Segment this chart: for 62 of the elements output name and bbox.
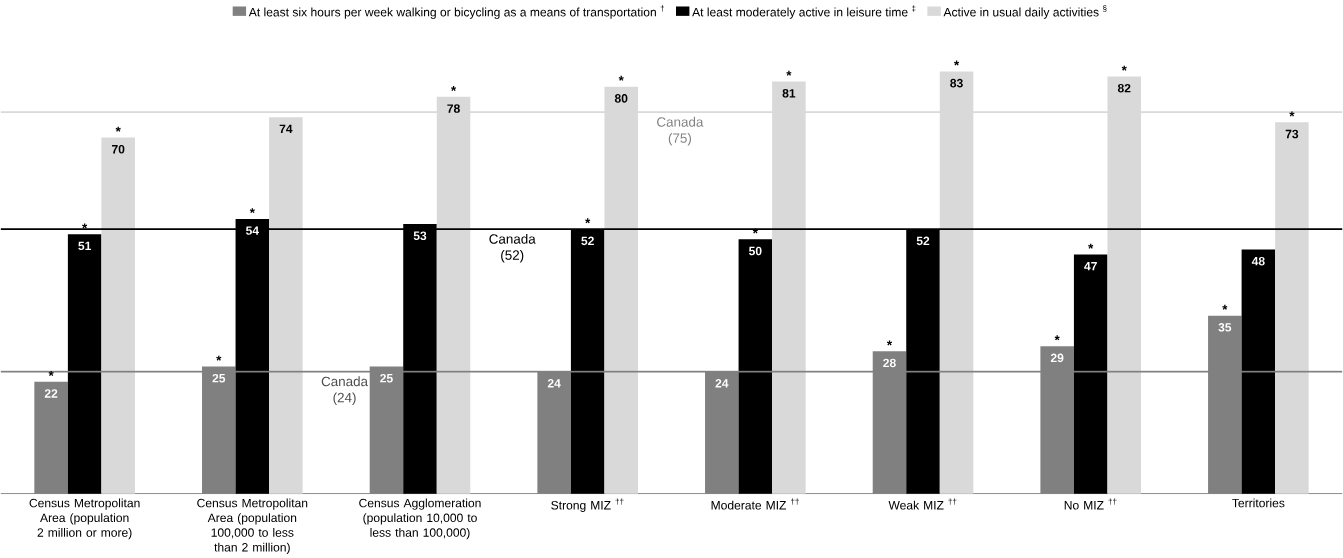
data-label: 50 [749,246,762,256]
annotation: * [48,370,54,376]
x-tick-label: Strong MIZ $^{††}$ [551,498,624,512]
bar [34,381,68,494]
legend-label: Active in usual daily activities $^{§}$ [943,5,1107,19]
data-label: 81 [782,88,796,98]
annotation: * [1289,111,1295,117]
data-label: 22 [44,388,58,398]
data-label: 52 [581,236,594,245]
x-tick-label: No MIZ $^{††}$ [1064,498,1117,510]
annotation: * [115,126,121,132]
data-label: 70 [111,144,125,154]
data-label: 83 [950,78,963,88]
annotation: * [1222,304,1228,310]
text: * [1121,65,1127,71]
bar [1275,122,1309,494]
data-label: 51 [78,241,92,250]
data-label: 54 [245,226,259,235]
legend-label: At least moderately active in leisure time $^{‡}$ [692,5,916,19]
data-label: 80 [614,93,628,103]
data-label: 29 [1050,353,1064,362]
annotation: * [249,207,255,213]
data-label: 25 [212,373,226,383]
data-label: 47 [1084,261,1097,271]
annotation: * [886,340,893,346]
legend-label: At least six hours per week walking or bicycling as a means of transportation $^{†}$ [248,5,665,19]
bar [269,117,303,494]
annotation: * [82,223,88,229]
annotation: * [216,355,222,361]
bar [1241,249,1276,494]
data-label: 28 [883,358,896,368]
x-tick-label: Census Agglomeration (population 10,000 to less than 100,000) [359,498,481,539]
x-tick-label: Census Metropolitan Area (population 2 million or more) [29,498,140,539]
data-label: 74 [279,124,293,133]
ref-line-label: Canada (24) [321,376,369,405]
data-label: 25 [380,373,393,383]
annotation: * [786,70,792,76]
annotation: * [450,85,457,91]
annotation: * [618,75,624,81]
x-tick-label: Territories [1232,498,1285,508]
x-tick-label: Moderate MIZ $^{††}$ [711,498,799,510]
ref-line-label: Canada (52) [489,233,536,263]
bar [67,234,102,494]
text: * [953,60,960,66]
ref-line-label: Canada (75) [657,116,704,146]
data-label: 24 [547,378,561,388]
data-label: 82 [1117,83,1131,93]
bar [1073,254,1108,494]
annotation: * [585,218,591,224]
x-tick-label: Census Metropolitan Area (population 100,000 to less than 2 million) [197,498,308,554]
data-label: 52 [916,236,930,245]
bar [101,137,135,494]
data-label: 35 [1218,322,1232,332]
data-label: 48 [1251,256,1265,266]
data-label: 78 [447,104,460,113]
annotation: * [1088,243,1094,249]
bar [738,239,773,494]
data-label: 53 [413,231,427,240]
data-label: 24 [715,378,729,388]
annotation: * [1054,335,1060,341]
x-tick-label: Weak MIZ $^{††}$ [888,498,957,510]
data-label: 73 [1285,129,1299,139]
